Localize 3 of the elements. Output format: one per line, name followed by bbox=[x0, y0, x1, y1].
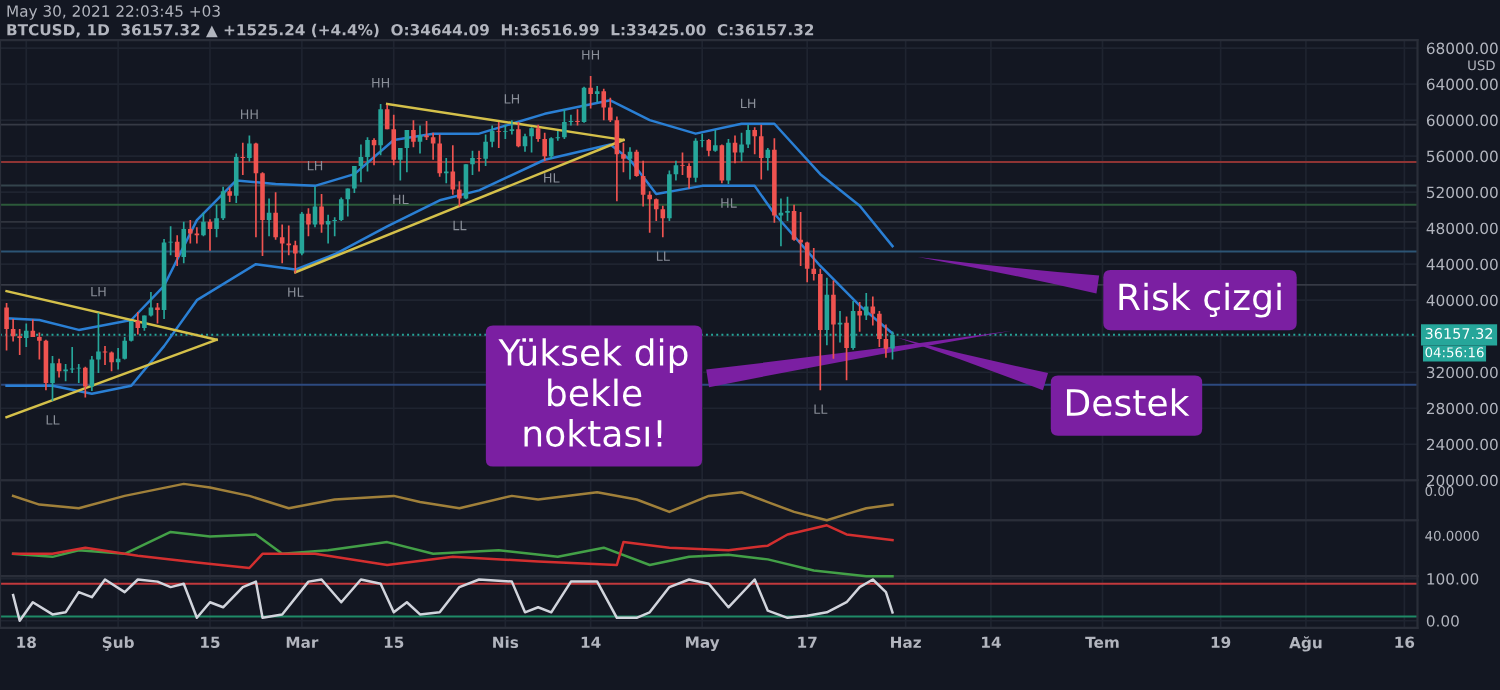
annotation: Risk çizgi bbox=[1119, 282, 1281, 318]
annotation: Yüksek dip bekle noktası! bbox=[498, 338, 688, 447]
annotation: Destek bbox=[1066, 388, 1190, 417]
